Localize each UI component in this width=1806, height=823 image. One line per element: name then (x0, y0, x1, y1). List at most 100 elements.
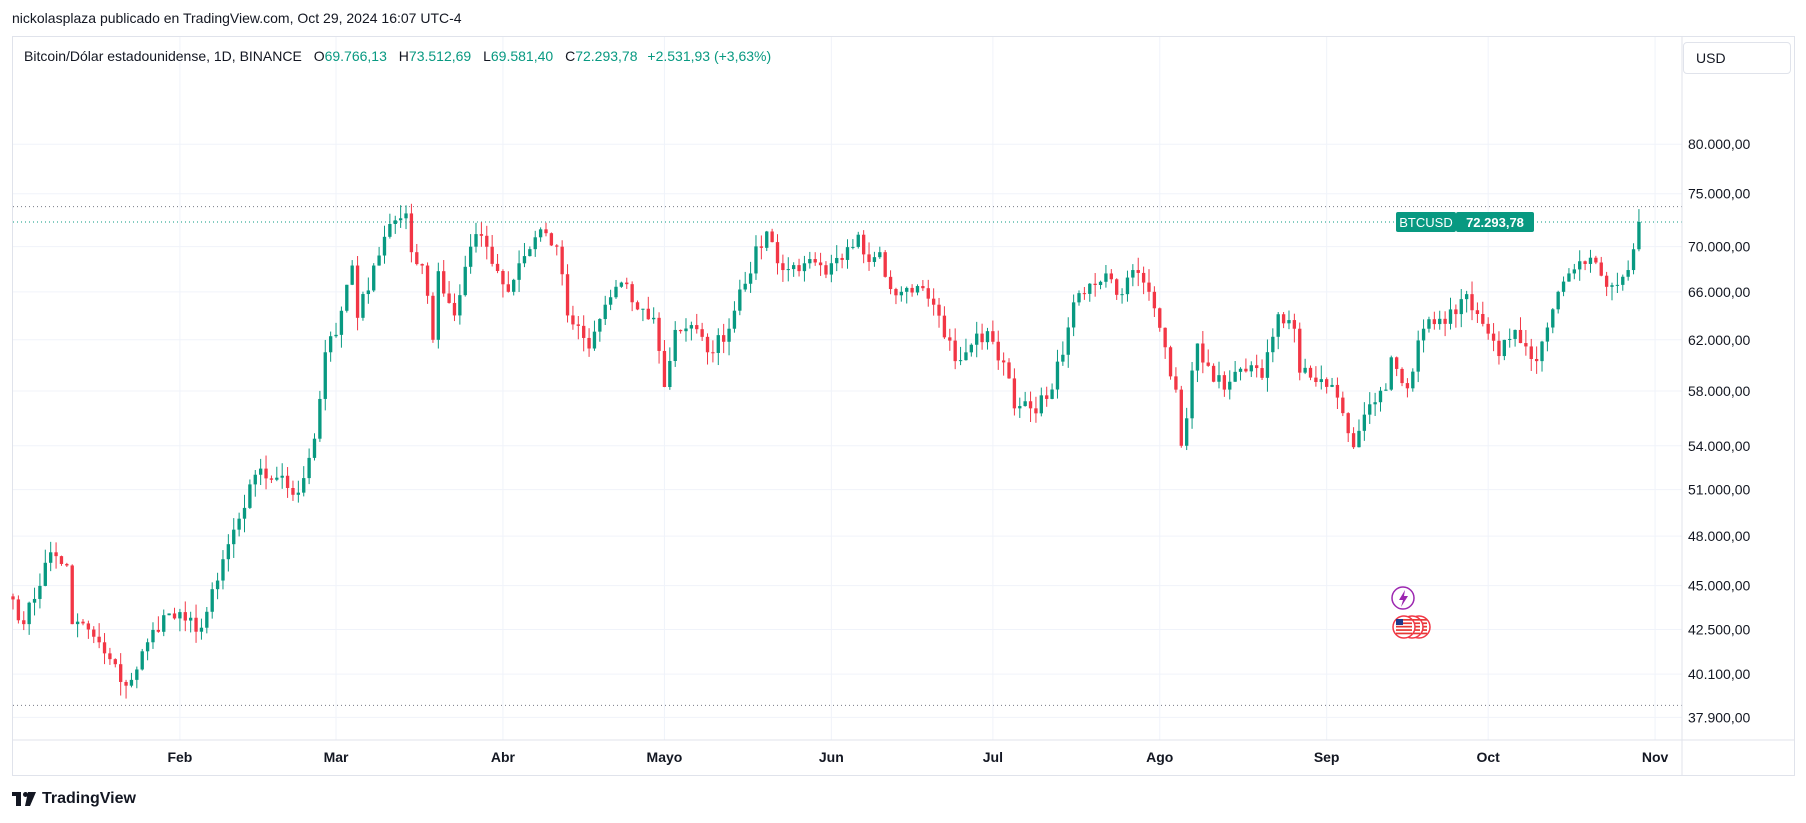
candle-body (11, 596, 15, 600)
candle-body (1211, 365, 1216, 382)
candle-body (264, 468, 268, 479)
candle-body (528, 249, 532, 257)
candle-body (291, 488, 295, 495)
time-tick-label: Feb (167, 749, 192, 765)
candle-body (334, 334, 338, 337)
candle-body (722, 335, 726, 342)
candle-body (894, 289, 898, 296)
candle-body (603, 304, 607, 320)
candle-body (791, 265, 796, 270)
candle-body (1276, 314, 1280, 337)
reference-lines (13, 206, 1682, 706)
candle-body (1335, 384, 1340, 398)
candle-body (97, 636, 101, 643)
candle-body (102, 642, 107, 654)
us-flag-stripe (1396, 625, 1412, 628)
candle-body (1185, 418, 1189, 446)
candle-body (415, 252, 419, 265)
price-tick-label: 45.000,00 (1688, 578, 1750, 594)
candle-body (1368, 404, 1372, 415)
close-label: C (565, 48, 576, 64)
candle-body (1631, 249, 1636, 271)
candle-body (1201, 343, 1205, 363)
candle-body (302, 478, 306, 493)
open-label: O (313, 48, 325, 64)
candle-body (921, 286, 925, 289)
candle-body (253, 474, 257, 485)
candle-body (641, 308, 645, 310)
candle-body (1303, 367, 1307, 373)
candle-body (1411, 371, 1415, 389)
candle-body (980, 333, 984, 343)
chart-frame[interactable] (12, 36, 1795, 776)
candle-body (172, 613, 177, 619)
candle-body (1287, 320, 1291, 324)
candle-body (323, 352, 327, 399)
candle-body (684, 328, 688, 332)
tradingview-brand: TradingView (42, 790, 136, 807)
tradingview-footer[interactable]: TradingView (12, 790, 136, 808)
candle-body (1179, 389, 1183, 446)
candle-body (1604, 275, 1609, 287)
candle-body (1238, 368, 1243, 372)
candle-body (1454, 309, 1458, 315)
candle-body (1066, 327, 1070, 355)
candle-body (1023, 401, 1027, 407)
candle-body (1260, 368, 1264, 378)
candle-body (1491, 333, 1496, 341)
candle-body (867, 254, 871, 262)
candle-body (926, 288, 930, 299)
candle-body (700, 329, 704, 337)
candle-body (555, 245, 559, 247)
event-markers (1391, 586, 1431, 639)
candle-body (382, 236, 387, 256)
candle-body (275, 477, 279, 480)
candle-body (232, 529, 236, 545)
candle-body (431, 295, 435, 340)
candle-body (1093, 283, 1097, 285)
candle-body (452, 302, 457, 316)
candle-body (808, 259, 812, 264)
high-value: 73.512,69 (408, 48, 472, 64)
candle-body (377, 255, 381, 266)
candle-body (748, 273, 753, 284)
candle-body (210, 589, 214, 612)
candle-body (1217, 375, 1221, 382)
candle-body (1292, 320, 1297, 329)
candle-body (845, 247, 850, 260)
candle-body (560, 246, 564, 275)
candle-body (215, 580, 220, 590)
price-tick-label: 62.000,00 (1688, 332, 1750, 348)
candle-body (931, 298, 936, 305)
candle-body (1314, 377, 1318, 383)
candle-body (1001, 360, 1006, 363)
candle-body (178, 612, 182, 619)
candle-body (738, 289, 742, 311)
candle-body (474, 234, 478, 247)
candle-body (1384, 389, 1388, 391)
candle-body (775, 242, 780, 264)
lightning-bolt-shape (1399, 590, 1408, 607)
candle-body (958, 360, 963, 362)
candle-body (1486, 323, 1490, 334)
candle-body (86, 623, 91, 630)
candle-body (269, 478, 274, 480)
candle-body (1572, 269, 1576, 274)
candle-body (1405, 383, 1410, 389)
candle-body (151, 629, 155, 643)
candle-body (996, 341, 1000, 361)
candle-body (522, 256, 527, 264)
candle-body (948, 337, 952, 341)
candle-body (942, 315, 947, 338)
currency-selector-button[interactable]: USD (1683, 42, 1791, 74)
candle-body (1206, 362, 1210, 366)
candle-body (1432, 319, 1437, 325)
candle-body (237, 518, 241, 530)
candle-body (1174, 376, 1178, 390)
time-axis: Feb Mar Abr Mayo Jun Jul Ago Sep Oct Nov (13, 739, 1795, 765)
candle-body (975, 333, 979, 345)
candle-body (1594, 257, 1598, 263)
candle-body (1534, 358, 1539, 362)
candle-body (872, 257, 877, 262)
